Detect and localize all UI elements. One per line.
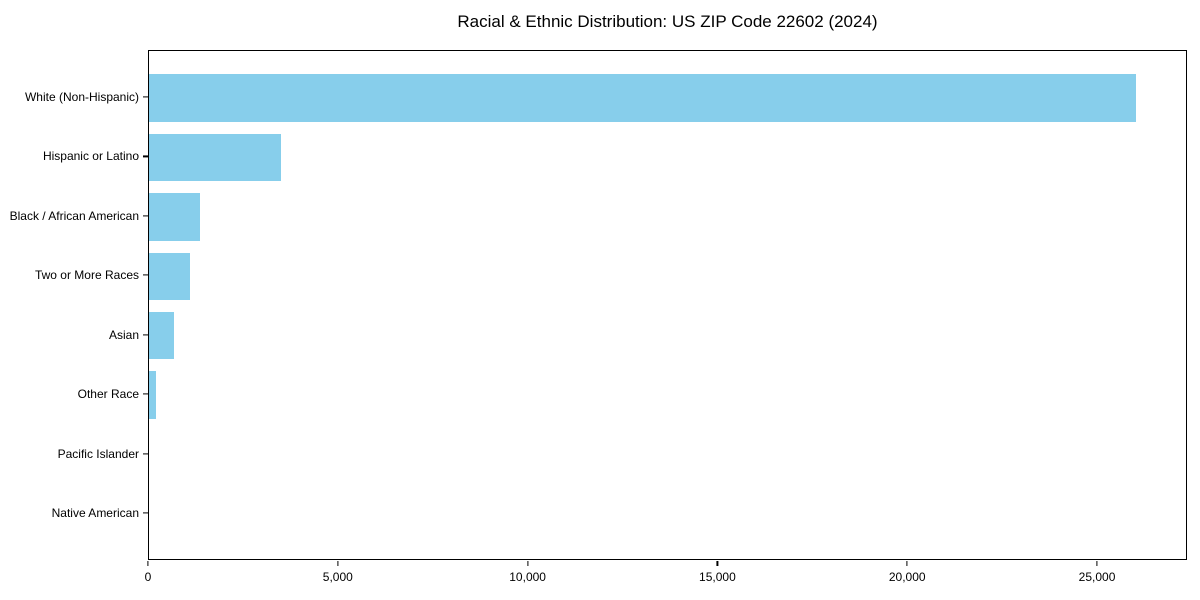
x-tick-label: 20,000 [888,570,926,584]
y-tick-label-white-non-hispanic: White (Non-Hispanic) [24,89,139,104]
x-tick-mark [147,561,149,566]
bar-two-or-more-races [149,252,190,301]
x-tick-label: 10,000 [509,570,546,584]
y-tick-label-two-or-more-races: Two or More Races [34,268,139,283]
x-tick-mark [1096,561,1098,566]
y-tick-mark [143,334,148,336]
y-tick-mark [143,96,148,98]
x-tick-mark [337,561,339,566]
y-tick-label-other-race: Other Race [77,387,139,402]
x-tick-label: 25,000 [1078,570,1116,584]
x-tick-label: 0 [144,570,152,584]
bar-hispanic-or-latino [149,133,282,182]
y-tick-label-asian: Asian [108,327,139,342]
bar-white-non-hispanic [149,74,1136,122]
bar-black-african-american [149,193,200,241]
y-tick-mark [143,393,148,395]
y-tick-label-black-african-american: Black / African American [9,208,139,223]
plot-area [148,50,1187,560]
bar-other-race [149,371,157,419]
y-tick-label-pacific-islander: Pacific Islander [57,446,139,461]
x-tick-label: 5,000 [322,570,353,584]
x-tick-mark [527,561,529,566]
y-tick-label-hispanic-or-latino: Hispanic or Latino [42,149,139,164]
x-tick-label: 15,000 [699,570,736,584]
y-tick-mark [143,215,148,217]
y-tick-label-native-american: Native American [51,506,139,521]
y-tick-mark [143,453,148,455]
y-tick-mark [143,274,148,276]
chart-title: Racial & Ethnic Distribution: US ZIP Cod… [457,12,878,31]
x-tick-mark [906,561,908,566]
bar-asian [149,311,175,360]
y-tick-mark [143,155,148,157]
x-tick-mark [716,561,718,566]
y-tick-mark [143,512,148,514]
